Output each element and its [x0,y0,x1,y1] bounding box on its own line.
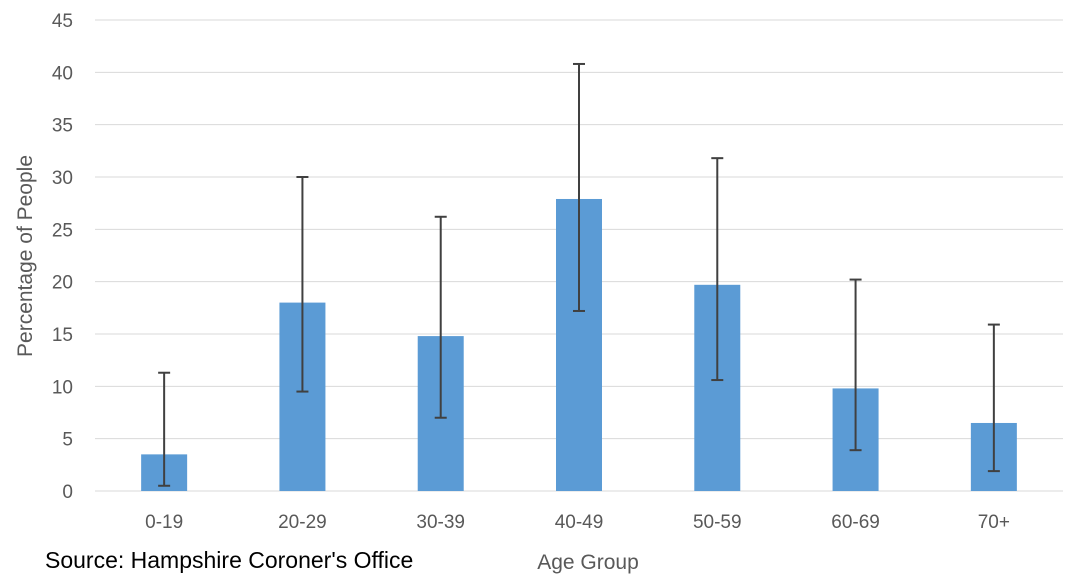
x-tick-label: 50-59 [693,512,742,533]
x-tick-label: 0-19 [145,512,183,533]
x-tick-label: 20-29 [278,512,327,533]
y-tick-label: 15 [52,325,73,346]
error-bar [849,278,862,452]
x-axis-title: Age Group [537,551,639,574]
y-tick-label: 25 [52,220,73,241]
error-bar [573,62,585,312]
y-tick-label: 10 [52,377,73,398]
error-bar [987,323,1000,473]
y-tick-label: 20 [52,273,73,294]
y-tick-label: 40 [52,63,73,84]
error-bars [158,62,1000,487]
error-bar [711,157,724,382]
error-bar [434,215,447,419]
x-tick-label: 70+ [978,512,1010,533]
y-axis-title: Percentage of People [14,155,37,357]
y-tick-label: 35 [52,116,73,137]
y-axis-ticks: 0 5 10 15 20 25 30 35 40 45 [52,11,73,503]
x-tick-label: 40-49 [555,512,604,533]
y-tick-label: 0 [62,482,73,503]
y-tick-label: 30 [52,168,73,189]
source-note: Source: Hampshire Coroner's Office [45,547,414,573]
x-tick-label: 30-39 [416,512,465,533]
x-axis-ticks: 0-19 20-29 30-39 40-49 50-59 60-69 70+ [145,512,1010,533]
error-bar [296,176,309,393]
y-tick-label: 45 [52,11,73,32]
y-tick-label: 5 [62,430,73,451]
x-tick-label: 60-69 [831,512,880,533]
error-bar [158,371,171,487]
